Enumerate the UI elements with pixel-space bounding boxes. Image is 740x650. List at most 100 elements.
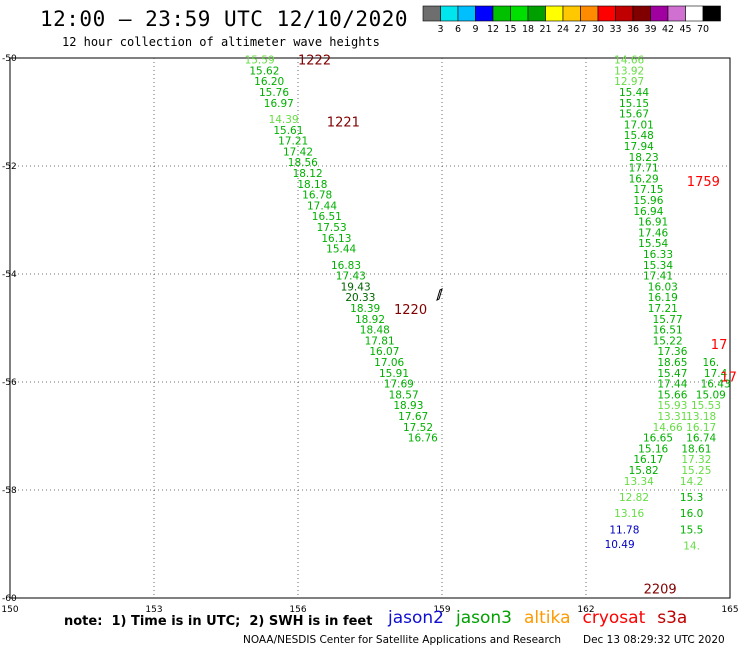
x-tick-label: 150 xyxy=(1,605,18,615)
wave-height-label: 17.67 xyxy=(398,411,428,423)
wave-height-label: 13.92 xyxy=(614,65,644,77)
wave-height-label: 13.34 xyxy=(624,476,654,488)
wave-height-label: 15.54 xyxy=(638,238,668,250)
wave-height-label: 16.91 xyxy=(638,217,668,229)
chart-subtitle: 12 hour collection of altimeter wave hei… xyxy=(62,35,380,49)
y-tick-label: -54 xyxy=(2,270,17,280)
pass-time-label: 1222 xyxy=(298,54,331,69)
wave-height-label: 17.52 xyxy=(403,422,433,434)
wave-height-label: 18.65 xyxy=(657,357,687,369)
color-scale-label: 3 xyxy=(437,24,443,35)
color-scale-label: 27 xyxy=(574,24,586,35)
color-scale-label: 18 xyxy=(522,24,534,35)
color-scale-label: 45 xyxy=(679,24,691,35)
wave-height-label: 10.49 xyxy=(605,539,635,551)
wave-height-label: 17.41 xyxy=(643,271,673,283)
y-tick-label: -60 xyxy=(2,594,17,604)
x-tick-label: 153 xyxy=(145,605,162,615)
wave-height-label: 15.76 xyxy=(259,87,289,99)
wave-height-label: 16. xyxy=(702,357,719,369)
wave-height-label: 18.18 xyxy=(297,179,327,191)
wave-height-label: 16.74 xyxy=(686,433,716,445)
wave-height-label: 12.97 xyxy=(614,76,644,88)
wave-height-label: 18.92 xyxy=(355,314,385,326)
color-scale-label: 42 xyxy=(662,24,674,35)
wave-height-label: 15.3 xyxy=(680,492,703,504)
color-scale-label: 39 xyxy=(644,24,656,35)
color-swatch xyxy=(702,5,721,22)
wave-height-label: 17.06 xyxy=(374,357,404,369)
color-scale-label: 12 xyxy=(487,24,499,35)
wave-height-label: 15.77 xyxy=(653,314,683,326)
wave-height-label: 16.07 xyxy=(369,346,399,358)
wave-height-label: 18.57 xyxy=(389,389,419,401)
wave-height-label: 18.12 xyxy=(293,168,323,180)
wave-height-label: 15.62 xyxy=(249,65,279,77)
wave-height-label: 14.66 xyxy=(614,55,644,67)
wave-height-label: 17.44 xyxy=(657,379,687,391)
wave-height-label: 15.22 xyxy=(653,335,683,347)
wave-height-label: 15.61 xyxy=(273,125,303,137)
wave-height-label: 16.97 xyxy=(264,98,294,110)
wave-height-label: 15.16 xyxy=(638,443,668,455)
color-scale-label: 9 xyxy=(472,24,478,35)
color-scale-label: 36 xyxy=(627,24,639,35)
wave-height-label: 17.42 xyxy=(283,146,313,158)
satellite-icon xyxy=(436,288,443,301)
wave-height-label: 16.17 xyxy=(686,422,716,434)
wave-height-label: 15.15 xyxy=(619,98,649,110)
wave-height-label: 15.5 xyxy=(680,524,703,536)
wave-height-label: 17.4 xyxy=(704,368,728,380)
wave-height-label: 15.25 xyxy=(681,465,711,477)
wave-height-label: 17.44 xyxy=(307,200,337,212)
wave-height-label: 16.29 xyxy=(629,173,659,185)
wave-height-label: 17.94 xyxy=(624,141,654,153)
pass-time-label: 17 xyxy=(711,338,728,353)
wave-height-label: 15.53 xyxy=(691,400,721,412)
wave-height-label: 18.48 xyxy=(360,325,390,337)
x-tick-label: 162 xyxy=(577,605,594,615)
color-scale-label: 70 xyxy=(697,24,709,35)
chart-title: 12:00 – 23:59 UTC 12/10/2020 xyxy=(40,7,409,31)
pass-time-label: 1220 xyxy=(394,303,427,318)
wave-height-label: 15.59 xyxy=(245,55,275,67)
credit-line: NOAA/NESDIS Center for Satellite Applica… xyxy=(243,634,561,646)
pass-time-label: 1759 xyxy=(687,175,720,190)
wave-height-label: 16.78 xyxy=(302,190,332,202)
wave-height-label: 16.51 xyxy=(312,211,342,223)
wave-height-label: 16.51 xyxy=(653,325,683,337)
y-tick-label: -56 xyxy=(2,378,17,388)
wave-height-label: 14.66 xyxy=(653,422,683,434)
y-tick-label: -50 xyxy=(2,54,17,64)
wave-height-label: 18.39 xyxy=(350,303,380,315)
wave-height-label: 14.2 xyxy=(680,476,703,488)
wave-height-label: 17.21 xyxy=(278,136,308,148)
wave-height-label: 13.16 xyxy=(614,508,644,520)
satellite-legend-cryosat: cryosat xyxy=(582,608,646,628)
wave-height-label: 17.71 xyxy=(629,163,659,175)
wave-height-label: 16.33 xyxy=(643,249,673,261)
wave-height-label: 15.47 xyxy=(657,368,687,380)
wave-height-label: 14.39 xyxy=(269,114,299,126)
wave-height-label: 18.61 xyxy=(681,443,711,455)
color-scale-legend: 3 6 9 12 15 18 21 24 27 30 33 36 39 42 45 70 xyxy=(422,5,721,35)
color-scale-label: 30 xyxy=(592,24,604,35)
satellite-legend-altika: altika xyxy=(524,608,571,628)
satellite-legend: jason2 jason3 altika cryosat s3a xyxy=(388,608,699,628)
wave-height-label: 17.43 xyxy=(336,271,366,283)
wave-height-label: 15.82 xyxy=(629,465,659,477)
wave-height-label: 11.78 xyxy=(609,524,639,536)
wave-height-label: 15.34 xyxy=(643,260,673,272)
wave-height-label: 16.03 xyxy=(648,281,678,293)
x-tick-label: 165 xyxy=(721,605,738,615)
wave-height-label: 17.36 xyxy=(657,346,687,358)
color-scale-label: 33 xyxy=(609,24,621,35)
wave-height-label: 15.96 xyxy=(633,195,663,207)
wave-height-label: 16.94 xyxy=(633,206,663,218)
pass-time-label: 2209 xyxy=(644,582,677,597)
wave-height-label: 20.33 xyxy=(345,292,375,304)
wave-height-label: 16.65 xyxy=(643,433,673,445)
plot-frame xyxy=(9,57,731,599)
wave-height-label: 16.20 xyxy=(254,76,284,88)
